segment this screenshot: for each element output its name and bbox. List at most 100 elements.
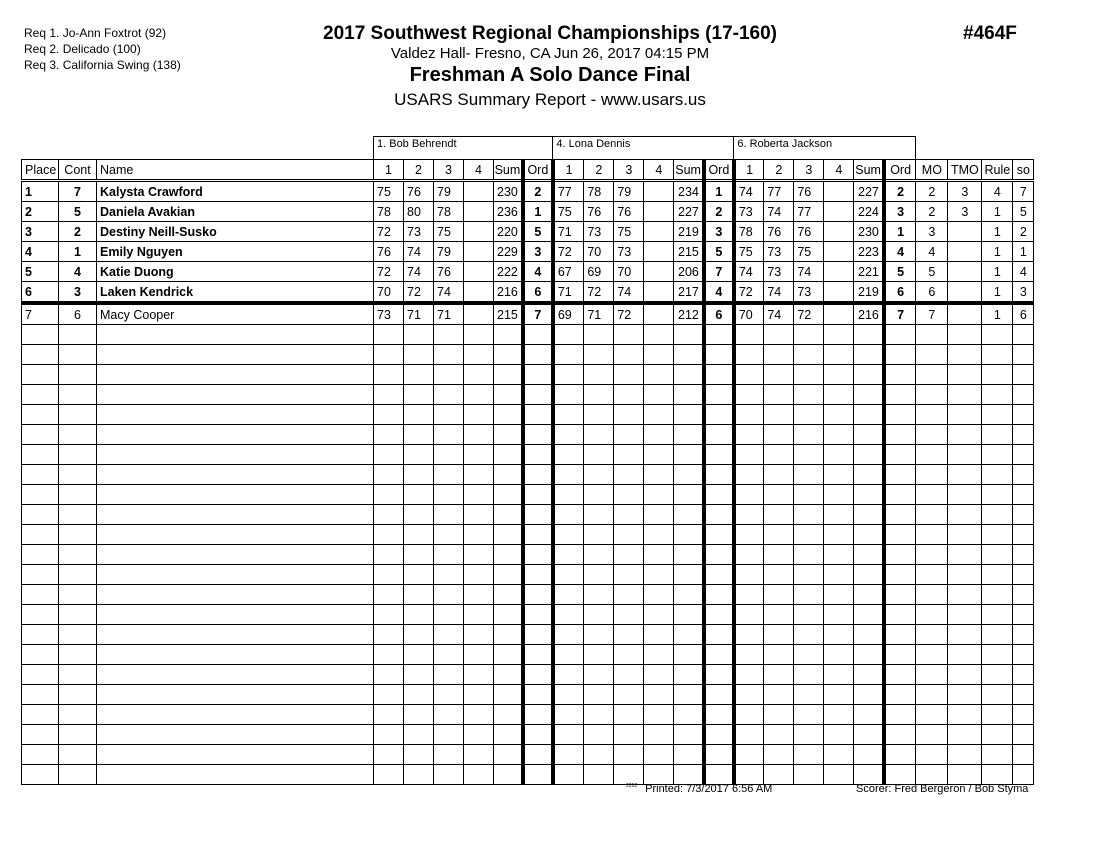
so-cell (1012, 464, 1035, 485)
empty-row (21, 364, 1035, 385)
place-cell (21, 464, 59, 485)
score-cell: 73 (763, 261, 795, 282)
score-cell (763, 404, 795, 425)
tmo-cell (947, 564, 983, 585)
empty-row (21, 684, 1035, 705)
score-cell (550, 724, 585, 745)
place-cell: 7 (21, 302, 59, 325)
score-cell: 73 (403, 221, 434, 242)
ordinal-cell (701, 464, 735, 485)
score-cell (643, 444, 675, 465)
empty-row (21, 404, 1035, 425)
score-cell (643, 404, 675, 425)
name-cell (96, 464, 374, 485)
ordinal-cell (881, 464, 917, 485)
score-cell: 74 (763, 302, 795, 325)
so-cell (1012, 684, 1035, 705)
so-cell (1012, 504, 1035, 525)
contestant-number-cell (58, 644, 97, 665)
name-cell: Katie Duong (96, 261, 374, 282)
name-cell (96, 704, 374, 725)
score-cell (793, 364, 825, 385)
score-cell (763, 324, 795, 345)
score-cell: 74 (613, 281, 645, 305)
sum-cell (853, 644, 885, 665)
ordinal-cell (701, 544, 735, 565)
empty-row (21, 704, 1035, 725)
score-cell (583, 564, 615, 585)
name-cell (96, 364, 374, 385)
column-header-cont: Cont (58, 159, 97, 182)
sum-cell (853, 584, 885, 605)
rule-cell (981, 504, 1014, 525)
score-cell (613, 664, 645, 685)
place-cell (21, 364, 59, 385)
score-cell (373, 644, 404, 665)
score-cell (643, 764, 675, 785)
tmo-cell (947, 444, 983, 465)
ordinal-cell (701, 604, 735, 625)
score-cell (823, 724, 855, 745)
score-cell (613, 644, 645, 665)
so-cell: 2 (1012, 221, 1035, 242)
score-cell (550, 344, 585, 365)
table-row: 4 1 Emily Nguyen 76 74 79 229 3 72 70 73 215 5 75 73 75… (21, 241, 1035, 262)
contestant-number-cell: 4 (58, 261, 97, 282)
score-cell (373, 564, 404, 585)
score-cell (463, 664, 494, 685)
sum-cell (492, 384, 524, 405)
name-cell (96, 664, 374, 685)
name-cell (96, 624, 374, 645)
ordinal-cell (701, 584, 735, 605)
place-cell (21, 444, 59, 465)
score-cell: 71 (403, 302, 434, 325)
mo-cell (915, 484, 949, 505)
score-cell: 76 (763, 221, 795, 242)
score-cell (433, 324, 464, 345)
rule-cell (981, 584, 1014, 605)
score-cell (613, 424, 645, 445)
competition-title: 2017 Southwest Regional Championships (1… (323, 23, 777, 44)
contestant-number-cell (58, 464, 97, 485)
empty-row (21, 724, 1035, 745)
ordinal-cell (701, 564, 735, 585)
sum-cell (673, 344, 705, 365)
rule-cell (981, 424, 1014, 445)
empty-row (21, 584, 1035, 605)
score-cell (793, 404, 825, 425)
score-cell: 78 (583, 180, 615, 202)
mo-cell: 4 (915, 241, 949, 262)
requirement: Req 2. Delicado (100) (24, 42, 141, 56)
place-cell (21, 344, 59, 365)
score-cell (643, 524, 675, 545)
rule-cell (981, 684, 1014, 705)
score-cell (763, 584, 795, 605)
rule-cell: 1 (981, 221, 1014, 242)
ordinal-cell: 6 (881, 281, 917, 305)
event-number: #464F (963, 23, 1017, 44)
score-cell (403, 384, 434, 405)
sum-cell (853, 344, 885, 365)
rule-cell (981, 664, 1014, 685)
score-cell (643, 180, 675, 202)
tmo-cell (947, 724, 983, 745)
score-cell (613, 704, 645, 725)
ordinal-cell (701, 664, 735, 685)
column-header-mark: 3 (433, 159, 464, 182)
score-cell: 80 (403, 201, 434, 222)
score-cell: 79 (433, 180, 464, 202)
contestant-number-cell (58, 384, 97, 405)
ordinal-cell (881, 624, 917, 645)
contestant-number-cell: 5 (58, 201, 97, 222)
tmo-cell (947, 644, 983, 665)
contestant-number-cell (58, 704, 97, 725)
sum-cell (673, 464, 705, 485)
score-cell (643, 261, 675, 282)
so-cell (1012, 584, 1035, 605)
score-cell (373, 344, 404, 365)
score-cell (433, 604, 464, 625)
sum-cell (853, 724, 885, 745)
judge-name: 4. Lona Dennis (552, 136, 735, 160)
score-cell (793, 584, 825, 605)
venue-datetime: Valdez Hall- Fresno, CA Jun 26, 2017 04:… (390, 45, 710, 62)
